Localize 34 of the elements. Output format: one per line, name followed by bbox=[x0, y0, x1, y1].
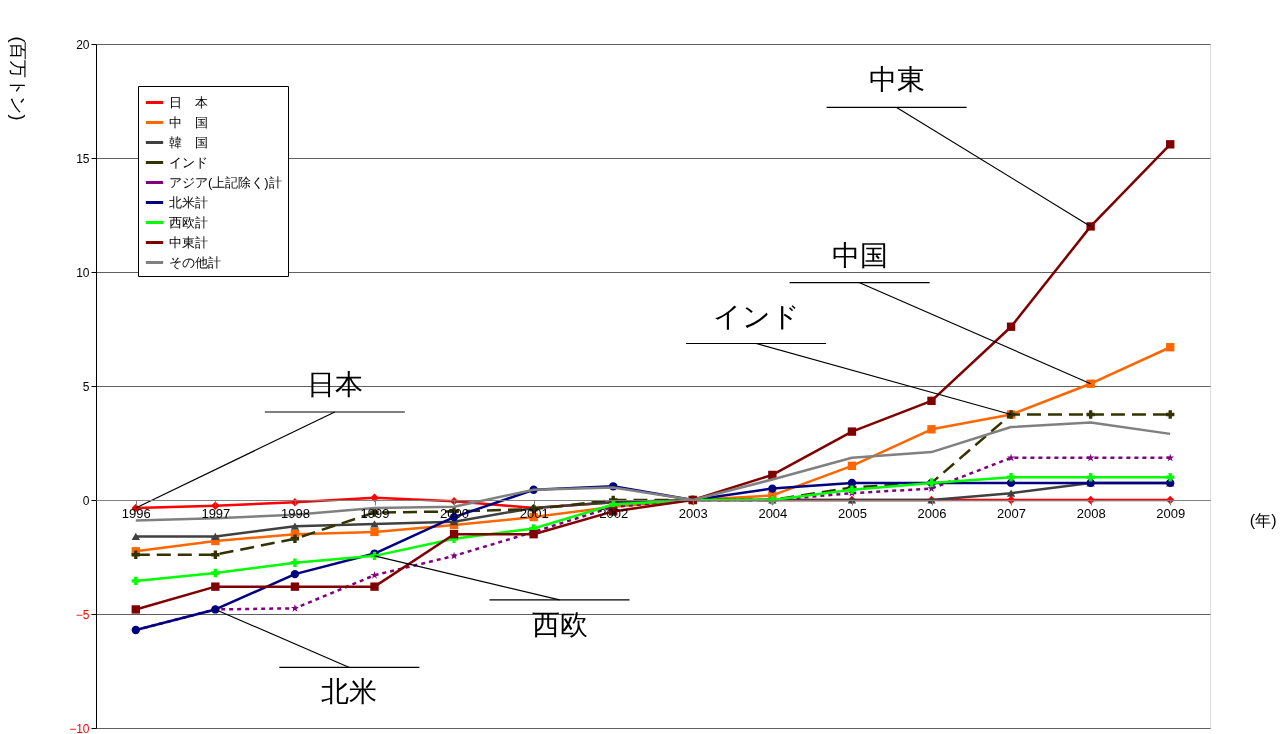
x-tick-label: 2004 bbox=[758, 505, 788, 521]
y-tick-label: 20 bbox=[76, 37, 90, 52]
annotation: 北米 bbox=[321, 676, 378, 708]
legend-label: 中東計 bbox=[169, 234, 208, 250]
x-tick-label: 1998 bbox=[280, 505, 310, 521]
x-tick-label: 2005 bbox=[837, 505, 867, 521]
legend-label: アジア(上記除く)計 bbox=[169, 174, 282, 190]
legend-label: 北米計 bbox=[169, 194, 208, 210]
x-tick-label: 2008 bbox=[1076, 505, 1106, 521]
y-tick-label: −5 bbox=[75, 607, 90, 622]
legend-label: インド bbox=[169, 154, 208, 170]
x-tick-label: 2006 bbox=[917, 505, 947, 521]
legend-label: 西欧計 bbox=[169, 214, 208, 230]
legend-label: 中 国 bbox=[169, 114, 208, 130]
y-axis-title: (百万トン) bbox=[7, 36, 28, 121]
x-tick-label: 2000 bbox=[440, 505, 470, 521]
legend-label: その他計 bbox=[169, 254, 221, 270]
y-tick-label: 10 bbox=[76, 265, 90, 280]
annotation: 中東 bbox=[868, 64, 925, 96]
annotation: 西欧 bbox=[531, 608, 588, 640]
x-tick-label: 2009 bbox=[1156, 505, 1186, 521]
x-tick-label: 1997 bbox=[201, 505, 231, 521]
x-tick-label: 2003 bbox=[678, 505, 708, 521]
annotation: インド bbox=[712, 300, 800, 332]
y-tick-label: 0 bbox=[82, 493, 90, 508]
legend-label: 日 本 bbox=[169, 94, 208, 110]
y-tick-label: 15 bbox=[76, 151, 90, 166]
x-tick-label: 1996 bbox=[121, 505, 151, 521]
y-tick-label: −10 bbox=[69, 721, 90, 734]
x-tick-label: 2007 bbox=[997, 505, 1027, 521]
legend-label: 韓 国 bbox=[169, 134, 208, 150]
x-axis-title: (年) bbox=[1249, 511, 1277, 529]
annotation: 中国 bbox=[831, 239, 888, 271]
y-tick-label: 5 bbox=[82, 379, 90, 394]
